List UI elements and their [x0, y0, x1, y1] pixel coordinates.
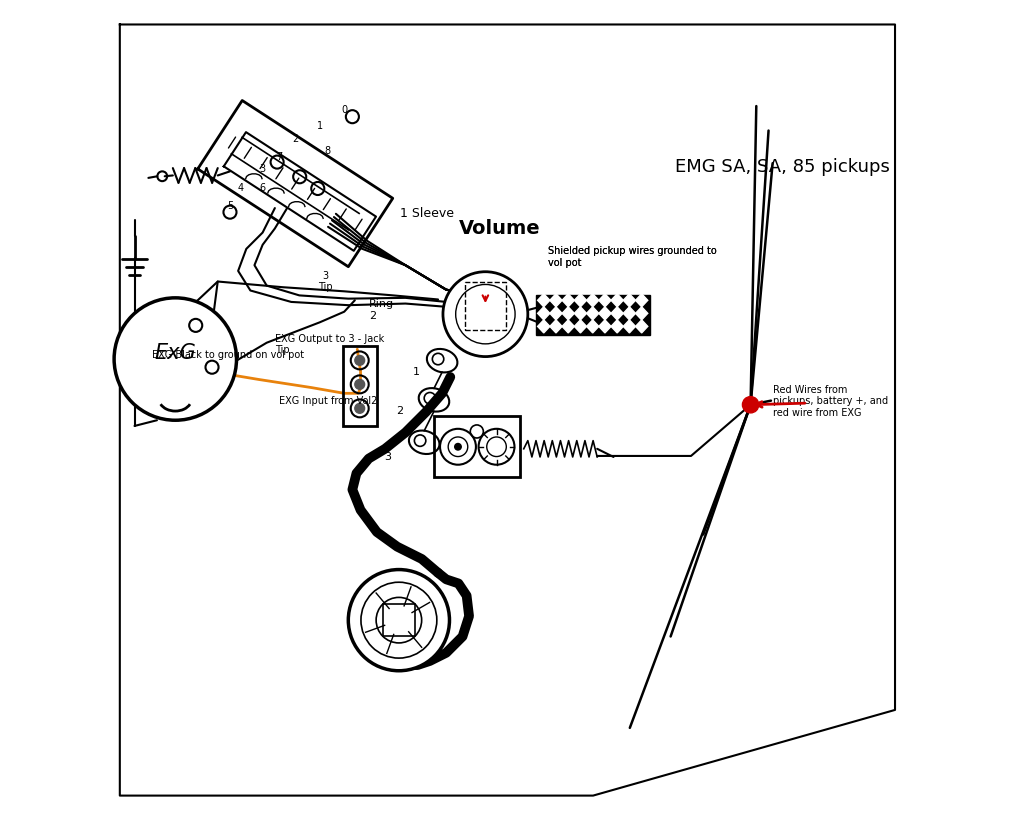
Text: 3: 3: [384, 452, 391, 462]
Polygon shape: [549, 294, 562, 307]
Polygon shape: [538, 294, 549, 307]
Circle shape: [355, 403, 364, 413]
Text: 2: 2: [293, 134, 299, 144]
Polygon shape: [623, 320, 635, 333]
Polygon shape: [574, 320, 586, 333]
Text: 5: 5: [227, 201, 233, 211]
Bar: [465, 282, 505, 330]
Text: Shielded pickup wires grounded to
vol pot: Shielded pickup wires grounded to vol po…: [548, 246, 717, 268]
Polygon shape: [635, 320, 648, 333]
Polygon shape: [635, 307, 648, 320]
Circle shape: [743, 397, 759, 413]
Text: Ring
2: Ring 2: [368, 299, 394, 321]
Text: EXG Black to ground on vol pot: EXG Black to ground on vol pot: [152, 350, 305, 360]
Text: ExG: ExG: [154, 343, 196, 362]
Bar: [383, 604, 415, 636]
Circle shape: [348, 570, 449, 671]
Text: 2: 2: [396, 406, 403, 416]
Text: EMG SA, SA, 85 pickups: EMG SA, SA, 85 pickups: [675, 158, 890, 176]
Polygon shape: [598, 307, 611, 320]
Circle shape: [355, 379, 364, 389]
Text: Shielded pickup wires grounded to
vol pot: Shielded pickup wires grounded to vol po…: [548, 246, 717, 268]
Polygon shape: [538, 307, 549, 320]
Bar: [536, 295, 651, 335]
Polygon shape: [549, 307, 562, 320]
Polygon shape: [586, 320, 598, 333]
Polygon shape: [611, 320, 623, 333]
Text: 3
Tip: 3 Tip: [318, 271, 332, 292]
Polygon shape: [574, 294, 586, 307]
Circle shape: [443, 272, 528, 357]
Polygon shape: [598, 294, 611, 307]
Polygon shape: [538, 320, 549, 333]
Text: 7: 7: [276, 152, 282, 162]
Polygon shape: [549, 320, 562, 333]
Polygon shape: [562, 320, 574, 333]
Text: 1: 1: [317, 122, 323, 131]
Text: Red Wires from
pickups, battery +, and
red wire from EXG: Red Wires from pickups, battery +, and r…: [772, 385, 888, 418]
Text: 4: 4: [237, 183, 243, 193]
Polygon shape: [611, 294, 623, 307]
Text: Volume: Volume: [458, 219, 540, 238]
Text: EXG Input from Vol2: EXG Input from Vol2: [279, 397, 377, 406]
Text: EXG Output to 3 - Jack
Tip: EXG Output to 3 - Jack Tip: [275, 334, 384, 355]
Polygon shape: [623, 307, 635, 320]
Polygon shape: [562, 307, 574, 320]
Bar: [343, 346, 376, 426]
Polygon shape: [586, 294, 598, 307]
Text: 1: 1: [412, 367, 419, 377]
Polygon shape: [635, 294, 648, 307]
Polygon shape: [598, 320, 611, 333]
Text: 1 Sleeve: 1 Sleeve: [400, 207, 454, 220]
Circle shape: [115, 298, 236, 420]
Circle shape: [454, 444, 461, 450]
Polygon shape: [623, 294, 635, 307]
Polygon shape: [611, 307, 623, 320]
Circle shape: [355, 356, 364, 366]
Text: 3: 3: [260, 164, 266, 174]
Text: 6: 6: [260, 183, 266, 193]
Polygon shape: [574, 307, 586, 320]
Text: 0: 0: [341, 105, 347, 115]
Text: 8: 8: [325, 146, 331, 156]
Polygon shape: [586, 307, 598, 320]
Polygon shape: [562, 294, 574, 307]
Bar: [434, 416, 520, 477]
